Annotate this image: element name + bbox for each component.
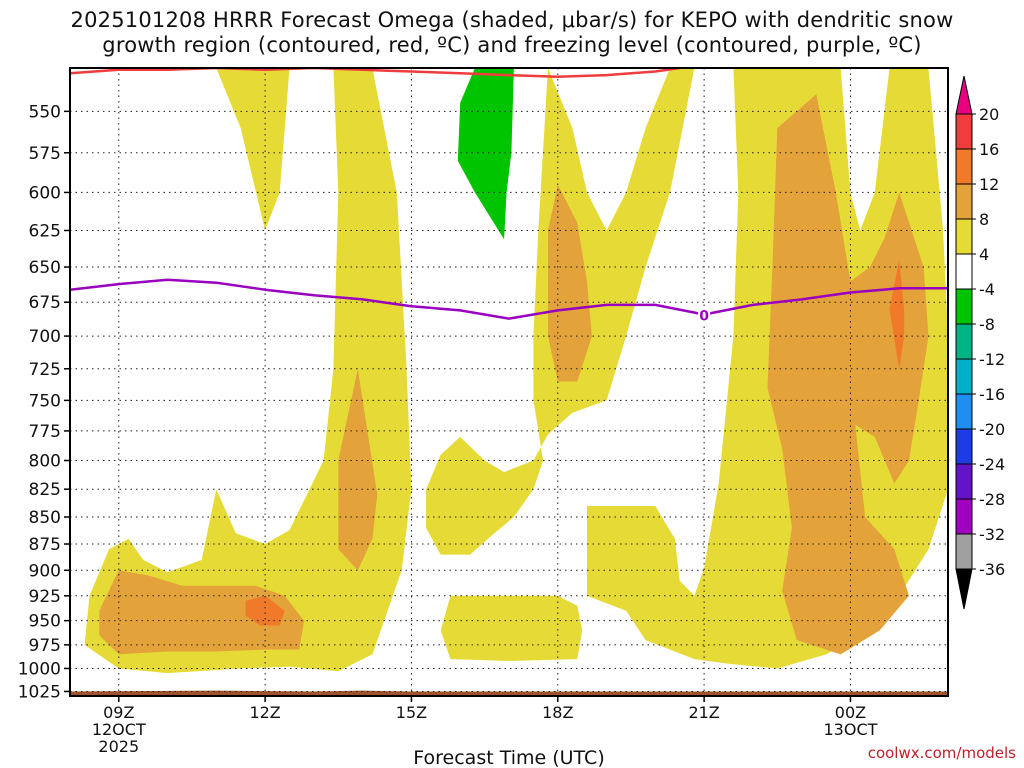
- colorbar-cell-1: [955, 148, 973, 185]
- colorbar-label-1: 16: [979, 140, 999, 159]
- colorbar-cell-8: [955, 393, 973, 430]
- y-tick-label-1025: 1025: [18, 682, 61, 702]
- colorbar-cell-11: [955, 498, 973, 535]
- colorbar-label-7: -12: [979, 350, 1005, 369]
- colorbar-label-0: 20: [979, 105, 999, 124]
- dgz-contour-line: [70, 68, 680, 79]
- x-tick-label-09Z-2: 2025: [98, 737, 139, 756]
- colorbar-cell-9: [955, 428, 973, 465]
- omega-colorbar: 20 16 12 8 4 -4 -8 -12 -16 -20 -24 -28 -32 -36: [955, 75, 1005, 610]
- plot-grid: [70, 68, 948, 696]
- y-tick-label-625: 625: [29, 221, 61, 241]
- y-tick-label-700: 700: [29, 327, 61, 347]
- y-tick-label-650: 650: [29, 258, 61, 278]
- omega-region-9: [245, 595, 285, 626]
- colorbar-cell-6: [955, 323, 973, 360]
- y-tick-label-1000: 1000: [18, 659, 61, 679]
- x-axis-label: Forecast Time (UTC): [413, 747, 604, 768]
- omega-region-6: [99, 570, 305, 655]
- colorbar-cell-2: [955, 183, 973, 220]
- x-tick-label-21Z-0: 21Z: [688, 703, 719, 722]
- y-tick-label-975: 975: [29, 636, 61, 656]
- colorbar-label-8: -16: [979, 385, 1005, 404]
- credit-link[interactable]: coolwx.com/models: [868, 744, 1016, 762]
- y-tick-label-600: 600: [29, 183, 61, 203]
- y-tick-label-575: 575: [29, 144, 61, 164]
- colorbar-cell-12: [955, 533, 973, 570]
- colorbar-cell-7: [955, 358, 973, 395]
- pressure-axis: 550 575 600 625 650 675 700 725 750 775 800 825 850 8…: [18, 102, 70, 702]
- omega-region-3: [440, 595, 583, 661]
- contour-lines: 0: [70, 68, 948, 325]
- colorbar-label-10: -24: [979, 455, 1005, 474]
- colorbar-cell-0: [955, 113, 973, 150]
- omega-region-8: [767, 94, 929, 655]
- colorbar-label-2: 12: [979, 175, 999, 194]
- freezing-label-bg: [698, 306, 711, 323]
- freezing-level-label: 0: [699, 309, 709, 325]
- y-tick-label-900: 900: [29, 561, 61, 581]
- y-tick-label-875: 875: [29, 535, 61, 555]
- colorbar-label-12: -32: [979, 525, 1005, 544]
- colorbar-cell-5: [955, 288, 973, 325]
- plot-frame: [69, 67, 949, 697]
- y-tick-label-825: 825: [29, 480, 61, 500]
- x-tick-label-15Z-0: 15Z: [396, 703, 427, 722]
- omega-region-11: [457, 68, 514, 240]
- x-tick-label-18Z-0: 18Z: [542, 703, 573, 722]
- omega-region-1: [84, 68, 412, 674]
- y-tick-label-725: 725: [29, 360, 61, 380]
- colorbar-label-13: -36: [979, 560, 1005, 579]
- colorbar-cell-3: [955, 218, 973, 255]
- y-tick-label-550: 550: [29, 102, 61, 122]
- x-tick-label-00Z-0: 00Z: [835, 703, 866, 722]
- omega-shaded-regions: [70, 68, 948, 696]
- colorbar-top-arrow: [955, 75, 973, 115]
- omega-region-5: [338, 368, 378, 571]
- y-tick-label-675: 675: [29, 293, 61, 313]
- colorbar-cell-10: [955, 463, 973, 500]
- colorbar-label-9: -20: [979, 420, 1005, 439]
- colorbar-label-4: 4: [979, 245, 989, 264]
- colorbar-label-6: -8: [979, 315, 995, 334]
- y-tick-label-925: 925: [29, 587, 61, 607]
- omega-region-7: [548, 184, 592, 382]
- colorbar-bottom-arrow: [955, 568, 973, 610]
- colorbar-label-11: -28: [979, 490, 1005, 509]
- colorbar-label-3: 8: [979, 210, 989, 229]
- x-tick-label-00Z-1: 13OCT: [823, 720, 877, 739]
- colorbar-label-5: -4: [979, 280, 995, 299]
- omega-region-12: [70, 690, 948, 696]
- x-tick-label-12Z-0: 12Z: [249, 703, 280, 722]
- y-tick-label-800: 800: [29, 452, 61, 472]
- y-tick-label-750: 750: [29, 391, 61, 411]
- y-tick-label-850: 850: [29, 508, 61, 528]
- y-tick-label-950: 950: [29, 612, 61, 632]
- omega-region-0: [216, 68, 290, 231]
- freezing-level-line: [70, 278, 948, 320]
- y-tick-label-775: 775: [29, 422, 61, 442]
- chart-title-line1: 2025101208 HRRR Forecast Omega (shaded, …: [70, 8, 954, 32]
- x-tick-label-09Z-1: 12OCT: [92, 720, 146, 739]
- chart-title-line2: growth region (contoured, red, ºC) and f…: [102, 33, 922, 57]
- x-tick-label-09Z-0: 09Z: [103, 703, 134, 722]
- colorbar-cell-4: [955, 253, 973, 290]
